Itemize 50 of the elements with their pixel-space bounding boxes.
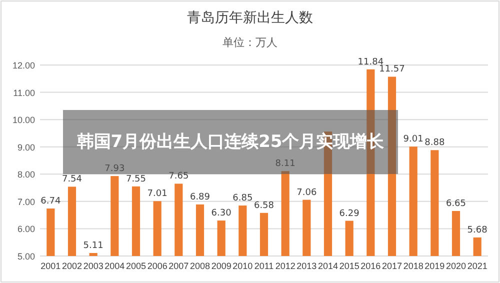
data-label: 5.11 — [83, 241, 104, 251]
data-label: 11.57 — [379, 64, 405, 75]
data-label: 7.65 — [168, 172, 189, 182]
data-label: 7.01 — [147, 189, 168, 200]
data-label: 6.29 — [339, 208, 360, 219]
x-tick-label: 2005 — [126, 261, 146, 271]
x-tick-label: 2017 — [382, 261, 402, 271]
y-tick-label: 5.00 — [17, 252, 35, 262]
y-tick-label: 7.00 — [17, 196, 35, 207]
data-label: 7.06 — [296, 188, 317, 198]
x-tick-label: 2006 — [147, 261, 168, 271]
data-label: 7.93 — [104, 164, 125, 174]
data-label: 5.68 — [467, 225, 488, 236]
x-tick-label: 2001 — [40, 261, 61, 271]
x-tick-label: 2003 — [83, 261, 104, 271]
data-label: 7.55 — [126, 174, 146, 184]
data-label: 8.88 — [424, 138, 445, 148]
x-tick-label: 2015 — [339, 261, 360, 271]
data-label: 6.89 — [190, 192, 210, 202]
x-tick-label: 2009 — [211, 261, 232, 271]
x-tick-label: 2011 — [254, 261, 274, 271]
x-tick-label: 2021 — [467, 261, 488, 271]
data-label: 6.85 — [232, 194, 253, 204]
x-tick-label: 2004 — [104, 261, 125, 271]
x-tick-label: 2018 — [403, 261, 424, 271]
data-label: 6.58 — [254, 200, 274, 211]
x-tick-label: 2019 — [424, 261, 445, 271]
data-label: 6.74 — [40, 196, 61, 207]
x-tick-label: 2020 — [446, 261, 466, 271]
x-tick-label: 2010 — [232, 261, 253, 271]
x-tick-label: 2014 — [318, 261, 338, 271]
data-label: 6.30 — [211, 208, 232, 219]
x-tick-label: 2012 — [275, 261, 296, 271]
y-tick-label: 6.00 — [17, 224, 35, 234]
chart-title: 青岛历年新出生人数 — [187, 10, 313, 26]
x-tick-label: 2002 — [62, 261, 82, 271]
data-label: 9.01 — [403, 134, 424, 145]
y-tick-label: 8.00 — [17, 170, 35, 180]
x-tick-label: 2008 — [190, 261, 210, 271]
y-tick-label: 11.00 — [13, 88, 35, 98]
chart-subtitle: 单位：万人 — [222, 36, 278, 49]
y-tick-label: 9.00 — [17, 142, 35, 152]
y-tick-label: 10.00 — [12, 115, 35, 126]
y-tick-label: 12.00 — [12, 60, 35, 70]
data-label: 7.54 — [62, 174, 82, 185]
x-tick-label: 2016 — [360, 261, 381, 271]
data-label: 8.11 — [275, 159, 296, 170]
x-tick-label: 2007 — [168, 261, 189, 271]
x-tick-label: 2013 — [296, 261, 317, 271]
data-label: 6.65 — [446, 198, 466, 209]
